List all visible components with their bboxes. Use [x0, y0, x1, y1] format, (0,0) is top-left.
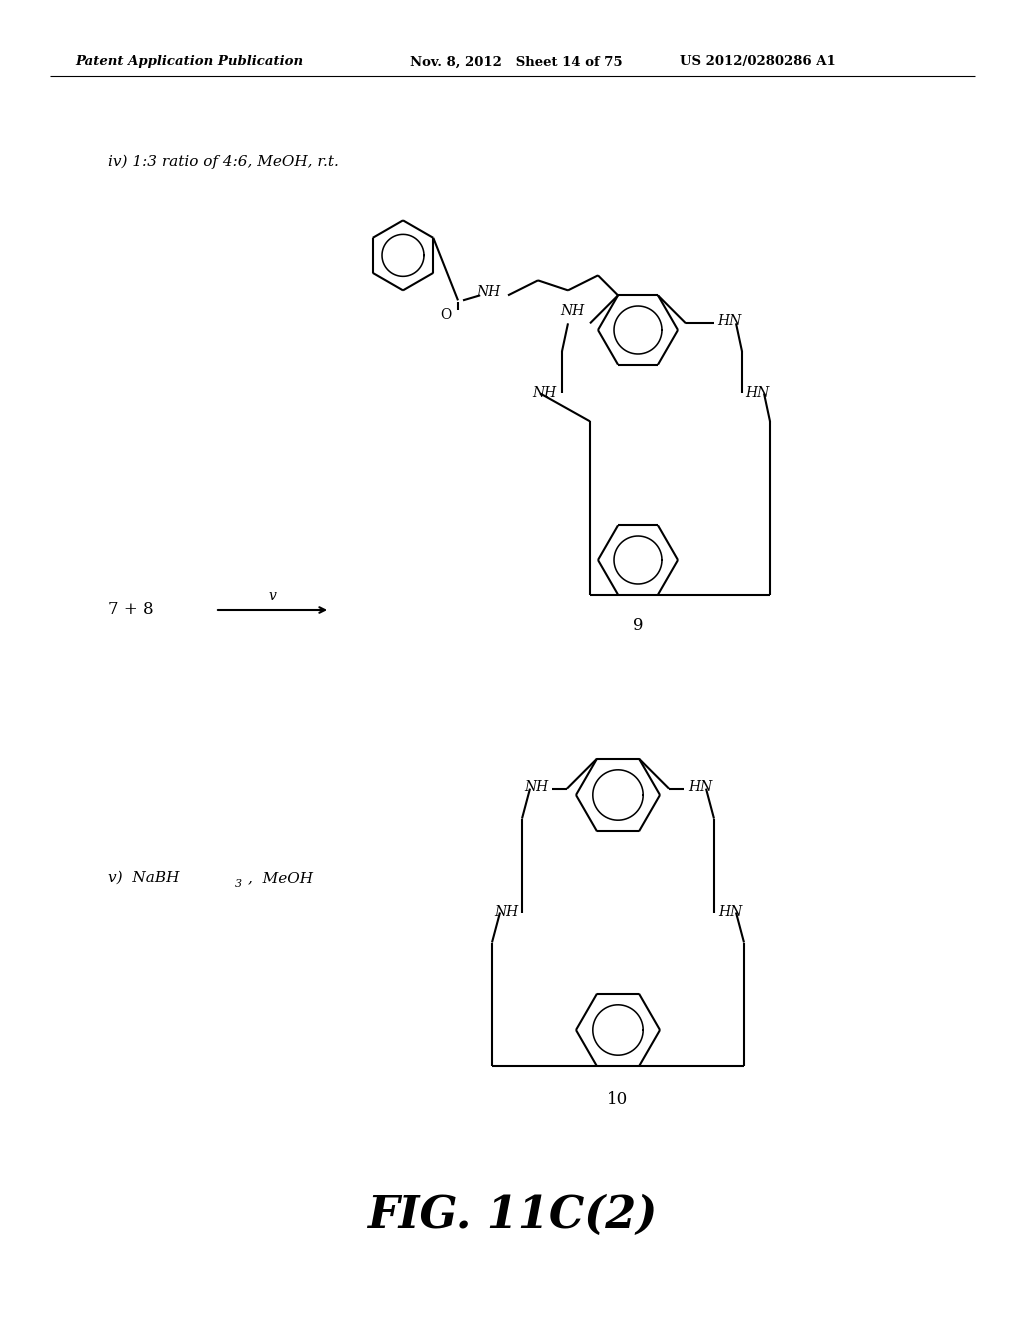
Text: ,  MeOH: , MeOH [248, 871, 313, 884]
Text: Patent Application Publication: Patent Application Publication [75, 55, 303, 69]
Text: O: O [440, 309, 452, 322]
Text: HN: HN [744, 387, 769, 400]
Text: US 2012/0280286 A1: US 2012/0280286 A1 [680, 55, 836, 69]
Text: HN: HN [717, 314, 741, 329]
Text: NH: NH [560, 305, 584, 318]
Text: FIG. 11C(2): FIG. 11C(2) [367, 1193, 657, 1237]
Text: v)  NaBH: v) NaBH [108, 871, 179, 884]
Text: HN: HN [688, 780, 712, 793]
Text: NH: NH [494, 906, 518, 920]
Text: v: v [268, 589, 275, 603]
Text: NH: NH [531, 387, 556, 400]
Text: NH: NH [524, 780, 548, 793]
Text: Nov. 8, 2012   Sheet 14 of 75: Nov. 8, 2012 Sheet 14 of 75 [410, 55, 623, 69]
Text: 7 + 8: 7 + 8 [108, 602, 154, 619]
Text: 3: 3 [234, 879, 242, 888]
Text: 9: 9 [633, 616, 643, 634]
Text: iv) 1:3 ratio of 4:6, MeOH, r.t.: iv) 1:3 ratio of 4:6, MeOH, r.t. [108, 154, 339, 169]
Text: 10: 10 [607, 1092, 629, 1109]
Text: NH: NH [476, 285, 500, 300]
Text: HN: HN [718, 906, 742, 920]
